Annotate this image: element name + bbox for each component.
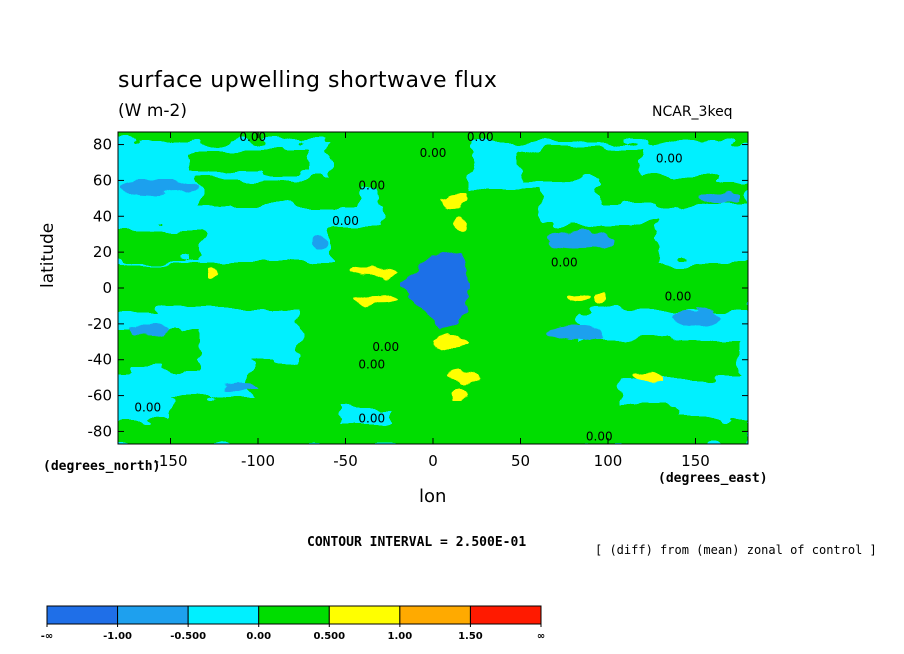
colorbar-swatch (399, 605, 471, 625)
contour-label: 0.00 (420, 146, 447, 160)
x-tick-label: -100 (241, 452, 275, 470)
contour-label: 0.00 (665, 290, 692, 304)
x-axis-unit: (degrees_east) (658, 471, 768, 486)
colorbar-swatch (46, 605, 119, 625)
x-tick-label: 0 (428, 452, 438, 470)
x-tick-label: 100 (594, 452, 623, 470)
colorbar-label: 1.00 (388, 631, 413, 642)
contour-interval: CONTOUR INTERVAL = 2.500E-01 (307, 535, 527, 550)
y-tick-label: 60 (93, 171, 112, 189)
colorbar: -∞ -1.00 -0.500 0.00 0.500 1.00 1.50 ∞ (41, 605, 545, 642)
chart-title: surface upwelling shortwave flux (118, 68, 498, 93)
x-tick-label: -50 (333, 452, 358, 470)
y-tick-label: -80 (88, 422, 113, 440)
contour-label: 0.00 (467, 130, 494, 144)
contour-label: 0.00 (358, 411, 385, 425)
model-name: NCAR_3keq (652, 104, 733, 120)
colorbar-swatch (469, 605, 542, 625)
x-tick-label: -150 (153, 452, 187, 470)
contour-label: 0.00 (332, 214, 359, 228)
colorbar-label: ∞ (537, 631, 545, 642)
y-tick-label: 20 (93, 243, 112, 261)
contour-label: 0.00 (358, 358, 385, 372)
contour-label: 0.00 (372, 340, 399, 354)
contour-label: 0.00 (358, 178, 385, 192)
colorbar-label: -∞ (41, 631, 53, 642)
colorbar-swatch (328, 605, 401, 625)
contour-label: 0.00 (239, 130, 266, 144)
colorbar-label: 1.50 (458, 631, 483, 642)
field-fill (118, 132, 748, 444)
contour-label: 0.00 (134, 401, 161, 415)
contour-label: 0.00 (551, 255, 578, 269)
colorbar-swatch (258, 605, 330, 625)
very-positive-regions (208, 193, 663, 401)
y-tick-label: -40 (88, 351, 113, 369)
colorbar-label: -1.00 (103, 631, 132, 642)
colorbar-label: 0.00 (246, 631, 271, 642)
y-tick-label: 0 (102, 279, 112, 297)
diff-note: [ (diff) from (mean) zonal of control ] (595, 543, 877, 557)
y-tick-label: -20 (88, 315, 113, 333)
chart-units: (W m-2) (118, 101, 187, 121)
colorbar-label: 0.500 (313, 631, 345, 642)
axis-ticks: -150 -100 -50 0 50 100 150 80 60 40 20 0 -20 -40 -60 -8… (88, 132, 748, 470)
colorbar-swatch (117, 605, 189, 625)
colorbar-label: -0.500 (170, 631, 206, 642)
strong-negative-regions (120, 179, 740, 392)
eastern-pacific-minimum (400, 252, 470, 330)
contour-label: 0.00 (656, 151, 683, 165)
contour-labels-layer: 0.00 0.00 0.00 0.00 0.00 0.00 0.00 0.00 0.00 0.00… (134, 130, 692, 443)
y-tick-label: -60 (88, 387, 113, 405)
x-axis-label: lon (419, 486, 447, 507)
y-tick-label: 40 (93, 207, 112, 225)
y-tick-label: 80 (93, 136, 112, 154)
y-axis-unit: (degrees_north) (43, 459, 161, 474)
colorbar-swatch (187, 605, 260, 625)
contour-label: 0.00 (586, 429, 613, 443)
x-tick-label: 150 (681, 452, 710, 470)
x-tick-label: 50 (511, 452, 530, 470)
